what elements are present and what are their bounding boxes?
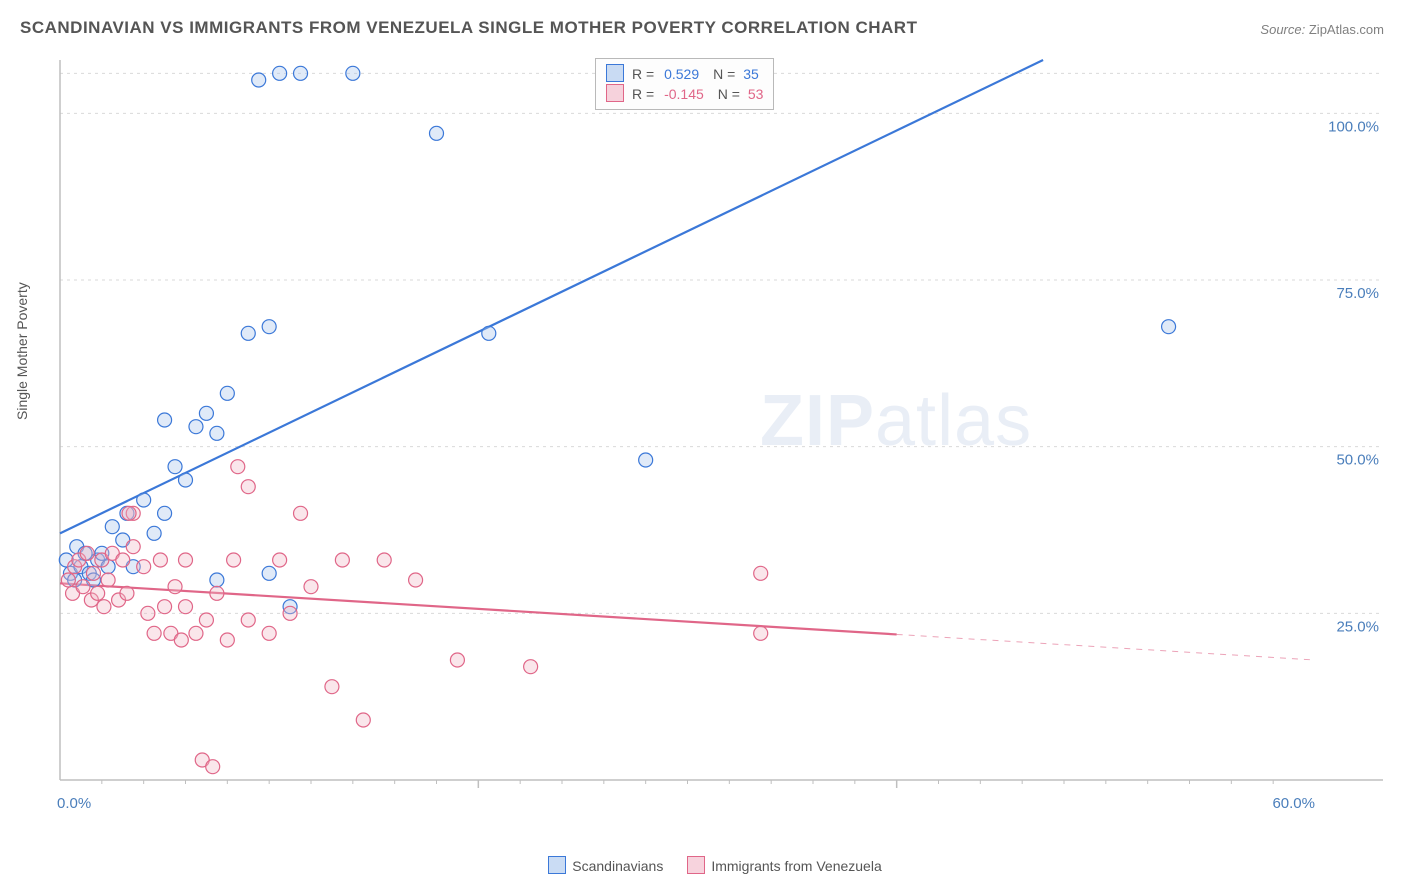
legend-swatch-venezuela <box>606 84 624 102</box>
series-legend: Scandinavians Immigrants from Venezuela <box>0 856 1406 874</box>
n-label: N = <box>713 66 735 82</box>
svg-text:50.0%: 50.0% <box>1336 452 1379 469</box>
r-value-scandinavians: 0.529 <box>658 66 713 82</box>
n-label: N = <box>718 86 740 102</box>
r-value-venezuela: -0.145 <box>658 86 718 102</box>
legend-label-venezuela: Immigrants from Venezuela <box>711 858 881 874</box>
svg-text:75.0%: 75.0% <box>1336 285 1379 302</box>
source-label: Source: <box>1260 22 1305 37</box>
legend-row-venezuela: R = -0.145N = 53 <box>606 84 763 104</box>
source-attribution: Source: ZipAtlas.com <box>1260 22 1384 37</box>
legend-swatch-scandinavians <box>548 856 566 874</box>
scatter-plot: 25.0% 50.0% 75.0% 100.0% 0.0% 60.0% <box>55 50 1383 822</box>
svg-text:25.0%: 25.0% <box>1336 618 1379 635</box>
legend-swatch-scandinavians <box>606 64 624 82</box>
r-label: R = <box>632 86 654 102</box>
n-value-scandinavians: 35 <box>739 66 759 82</box>
svg-text:60.0%: 60.0% <box>1272 795 1315 812</box>
legend-item-venezuela: Immigrants from Venezuela <box>663 858 881 874</box>
legend-row-scandinavians: R = 0.529N = 35 <box>606 64 763 84</box>
legend-item-scandinavians: Scandinavians <box>524 858 663 874</box>
chart-title: SCANDINAVIAN VS IMMIGRANTS FROM VENEZUEL… <box>20 18 917 38</box>
y-axis-label: Single Mother Poverty <box>14 282 30 420</box>
correlation-legend: R = 0.529N = 35R = -0.145N = 53 <box>595 58 774 110</box>
source-value: ZipAtlas.com <box>1309 22 1384 37</box>
r-label: R = <box>632 66 654 82</box>
legend-swatch-venezuela <box>687 856 705 874</box>
svg-text:100.0%: 100.0% <box>1328 118 1379 135</box>
svg-text:0.0%: 0.0% <box>57 795 91 812</box>
n-value-venezuela: 53 <box>744 86 764 102</box>
legend-label-scandinavians: Scandinavians <box>572 858 663 874</box>
